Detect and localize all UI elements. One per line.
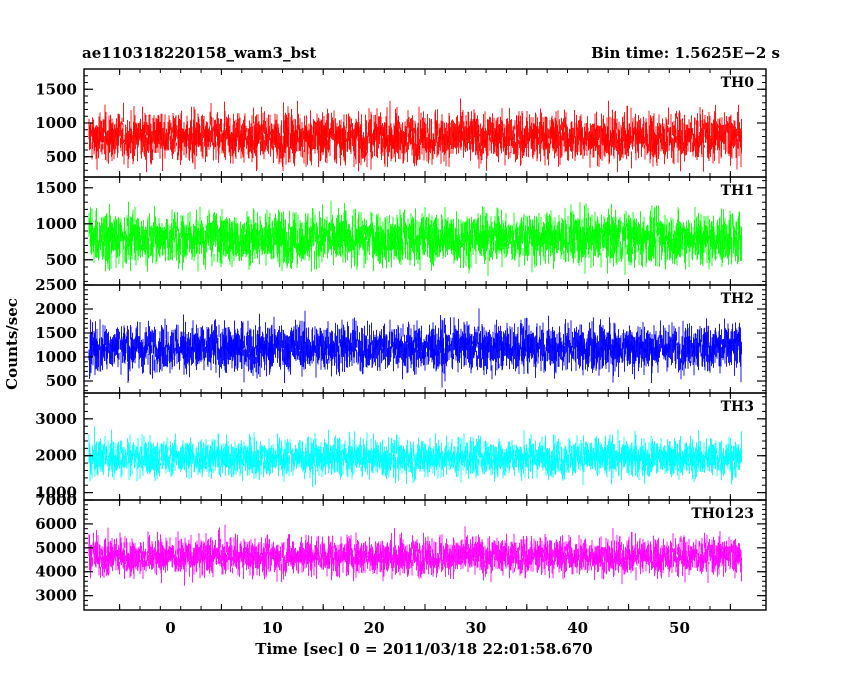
panel-th0: 500 1000 1500 TH0	[35, 68, 767, 178]
panel-label-th2: TH2	[721, 291, 754, 307]
x-tick-label: 10	[262, 619, 283, 637]
panel-label-th1: TH1	[721, 183, 754, 199]
y-tick-label: 4000	[35, 563, 77, 581]
y-tick-label: 3000	[35, 587, 77, 605]
x-axis: 0 10 20 30 40 50	[165, 619, 690, 637]
panel-th0123: 3000 4000 5000 6000 7000 TH0123	[35, 491, 767, 611]
y-tick-label: 7000	[35, 491, 77, 509]
y-tick-label: 500	[46, 148, 77, 166]
y-tick-label: 6000	[35, 515, 77, 533]
x-tick-label: 20	[364, 619, 385, 637]
x-tick-label: 0	[165, 619, 175, 637]
panel-th2: 500 1000 1500 2000 2500 TH2	[35, 276, 767, 394]
x-axis-label: Time [sec] 0 = 2011/03/18 22:01:58.670	[255, 640, 592, 658]
y-tick-label: 1500	[35, 179, 77, 197]
y-tick-label: 1000	[35, 484, 77, 502]
panels-group: 500 1000 1500 TH0 500 1000 1500 TH1 500 1000 1500 2…	[35, 68, 767, 611]
panel-label-th0123: TH0123	[691, 506, 754, 522]
y-tick-label: 1000	[35, 348, 77, 366]
y-tick-label: 5000	[35, 539, 77, 557]
series-th0	[88, 98, 742, 173]
panel-label-th0: TH0	[721, 75, 755, 91]
x-tick-label: 40	[567, 619, 588, 637]
y-tick-label: 500	[46, 251, 77, 269]
y-tick-label: 2500	[35, 276, 77, 294]
panel-th3: 1000 2000 3000 TH3	[35, 392, 767, 502]
y-tick-label: 1500	[35, 324, 77, 342]
x-tick-label: 30	[465, 619, 486, 637]
chart-title: ae110318220158_wam3_bst	[82, 44, 316, 62]
y-tick-label: 500	[46, 372, 77, 390]
y-tick-label: 1000	[35, 114, 77, 132]
series-th2	[88, 308, 742, 388]
x-tick-label: 50	[669, 619, 690, 637]
y-tick-label: 3000	[35, 410, 77, 428]
y-axis-label: Counts/sec	[3, 298, 21, 390]
y-tick-label: 2000	[35, 447, 77, 465]
y-tick-label: 1500	[35, 80, 77, 98]
panel-label-th3: TH3	[721, 399, 754, 415]
series-th3	[88, 426, 742, 488]
bin-time-label: Bin time: 1.5625E−2 s	[591, 44, 780, 62]
y-tick-label: 1000	[35, 215, 77, 233]
panel-th1: 500 1000 1500 TH1	[35, 176, 767, 286]
series-th1	[88, 200, 742, 276]
y-tick-label: 2000	[35, 300, 77, 318]
series-th0123	[88, 524, 742, 586]
